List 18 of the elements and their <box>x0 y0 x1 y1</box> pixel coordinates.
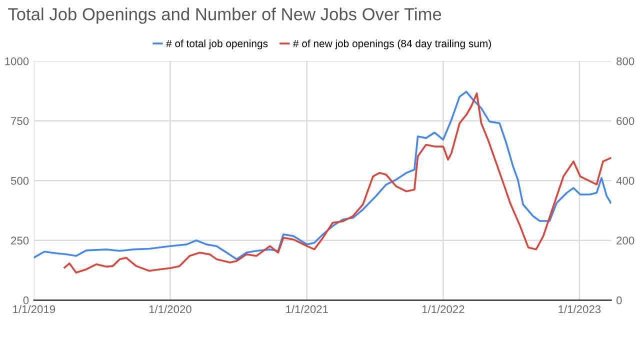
y2-tick-label: 0 <box>616 296 622 304</box>
y-tick-label: 1000 <box>5 57 29 66</box>
y-tick-label: 250 <box>11 236 29 245</box>
x-tick-label: 1/1/2021 <box>286 305 328 314</box>
chart-title: Total Job Openings and Number of New Jobs Over Time <box>8 8 442 24</box>
legend-label: # of new job openings (84 day trailing sum) <box>293 40 491 50</box>
y2-tick-label: 600 <box>616 117 634 125</box>
x-tick-label: 1/1/2022 <box>422 305 464 314</box>
y-tick-label: 500 <box>10 176 29 185</box>
y2-tick-label: 400 <box>616 176 634 185</box>
x-tick-label: 1/1/2023 <box>558 305 601 314</box>
y2-tick-label: 800 <box>616 57 634 66</box>
y-tick-label: 0 <box>23 296 29 304</box>
legend-label: # of total job openings <box>166 40 268 50</box>
y-tick-label: 750 <box>11 117 29 125</box>
x-tick-label: 1/1/2019 <box>13 305 56 314</box>
y2-tick-label: 200 <box>616 236 634 245</box>
x-tick-label: 1/1/2020 <box>149 305 192 314</box>
